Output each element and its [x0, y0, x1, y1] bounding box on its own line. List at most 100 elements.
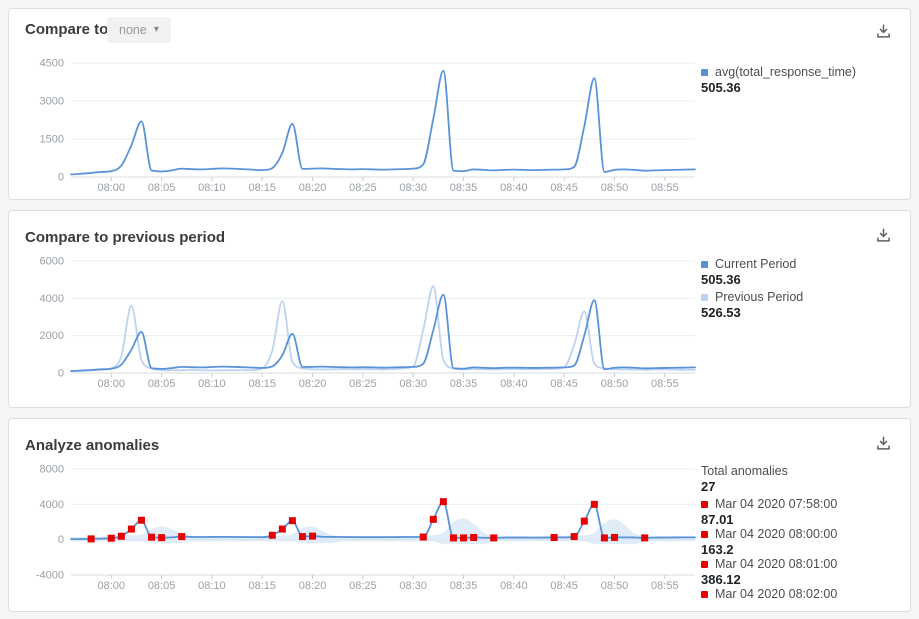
- svg-text:4000: 4000: [40, 293, 64, 305]
- series-value: 505.36: [701, 80, 741, 95]
- svg-text:08:25: 08:25: [349, 378, 377, 390]
- series-label: Current Period: [715, 257, 797, 271]
- series-label: Previous Period: [715, 290, 804, 304]
- anomaly-date: Mar 04 2020 08:02:00: [715, 587, 838, 601]
- anomaly-entry: Mar 04 2020 08:02:00: [701, 587, 906, 602]
- svg-text:08:05: 08:05: [148, 580, 176, 592]
- download-button[interactable]: [875, 227, 892, 247]
- svg-text:-4000: -4000: [36, 570, 64, 582]
- series-value: 505.36: [701, 272, 741, 287]
- anomaly-entry: Mar 04 2020 08:00:00 163.2: [701, 527, 906, 557]
- svg-text:08:10: 08:10: [198, 378, 226, 390]
- response-time-chart[interactable]: 0 1500 3000 4500 08:00 08:05 08:10 08:15 08:20 08…: [23, 53, 699, 199]
- anomaly-marker: [701, 561, 708, 568]
- series-marker: [701, 69, 708, 76]
- total-anomalies-summary: Total anomalies 27: [701, 463, 906, 495]
- compare-to-panel: Compare to none ▾ 0 1500 3000 4500 08:00 08:0…: [8, 8, 911, 200]
- panel-title: Compare to previous period: [25, 229, 226, 246]
- svg-text:3000: 3000: [40, 96, 64, 108]
- svg-text:08:15: 08:15: [248, 378, 276, 390]
- svg-text:08:15: 08:15: [248, 580, 276, 592]
- svg-text:0: 0: [58, 368, 64, 380]
- download-button[interactable]: [875, 23, 892, 43]
- dropdown-value: none: [119, 23, 147, 37]
- anomaly-marker: [701, 501, 708, 508]
- anomaly-date: Mar 04 2020 08:01:00: [715, 557, 838, 571]
- svg-text:08:25: 08:25: [349, 580, 377, 592]
- svg-text:08:40: 08:40: [500, 580, 528, 592]
- svg-text:08:55: 08:55: [651, 580, 679, 592]
- svg-text:08:50: 08:50: [601, 378, 629, 390]
- anomaly-value: 87.01: [701, 512, 734, 527]
- svg-text:0: 0: [58, 534, 64, 546]
- svg-text:08:15: 08:15: [248, 182, 276, 194]
- panel-title: Analyze anomalies: [25, 437, 160, 454]
- series-value: 526.53: [701, 305, 741, 320]
- svg-text:08:25: 08:25: [349, 182, 377, 194]
- series-marker: [701, 261, 708, 268]
- compare-previous-period-panel: Compare to previous period 0 2000 4000 6000…: [8, 210, 911, 408]
- svg-text:08:50: 08:50: [601, 182, 629, 194]
- svg-text:08:05: 08:05: [148, 182, 176, 194]
- legend-item-avg-response-time[interactable]: avg(total_response_time) 505.36: [701, 65, 906, 96]
- svg-text:08:45: 08:45: [550, 580, 578, 592]
- comparison-chart[interactable]: 0 2000 4000 6000 08:00 08:05 08:10 08:15 08:20 08…: [23, 251, 699, 401]
- svg-text:6000: 6000: [40, 256, 64, 268]
- svg-text:08:50: 08:50: [601, 580, 629, 592]
- svg-text:4000: 4000: [40, 499, 64, 511]
- total-anomalies-count: 27: [701, 479, 716, 494]
- svg-text:08:30: 08:30: [399, 580, 427, 592]
- total-anomalies-label: Total anomalies: [701, 464, 788, 478]
- legend-item-current-period[interactable]: Current Period 505.36: [701, 257, 906, 288]
- svg-text:0: 0: [58, 172, 64, 184]
- svg-text:08:20: 08:20: [299, 182, 327, 194]
- svg-text:08:35: 08:35: [450, 580, 478, 592]
- svg-text:08:30: 08:30: [399, 182, 427, 194]
- series-label: avg(total_response_time): [715, 65, 857, 79]
- chart-legend: Current Period 505.36 Previous Period 52…: [701, 257, 906, 323]
- panel-title: Compare to: [25, 21, 109, 38]
- svg-text:08:45: 08:45: [550, 182, 578, 194]
- chart-legend: avg(total_response_time) 505.36: [701, 65, 906, 98]
- analyze-anomalies-panel: Analyze anomalies -4000 0 4000 8000 08:00 08:…: [8, 418, 911, 612]
- anomaly-list[interactable]: Total anomalies 27 Mar 04 2020 07:58:00 …: [701, 463, 906, 607]
- anomaly-value: 386.12: [701, 572, 741, 587]
- download-button[interactable]: [875, 435, 892, 455]
- svg-text:08:20: 08:20: [299, 580, 327, 592]
- svg-text:08:05: 08:05: [148, 378, 176, 390]
- anomaly-date: Mar 04 2020 07:58:00: [715, 497, 838, 511]
- legend-item-previous-period[interactable]: Previous Period 526.53: [701, 290, 906, 321]
- svg-text:08:45: 08:45: [550, 378, 578, 390]
- series-marker: [701, 294, 708, 301]
- anomaly-value: 163.2: [701, 542, 734, 557]
- svg-text:08:55: 08:55: [651, 182, 679, 194]
- download-icon: [877, 436, 890, 450]
- chevron-down-icon: ▾: [153, 24, 159, 35]
- svg-text:08:00: 08:00: [97, 182, 125, 194]
- svg-text:08:00: 08:00: [97, 378, 125, 390]
- anomaly-entry: Mar 04 2020 08:01:00 386.12: [701, 557, 906, 587]
- anomaly-entry: Mar 04 2020 07:58:00 87.01: [701, 497, 906, 527]
- anomalies-chart[interactable]: -4000 0 4000 8000 08:00 08:05 08:10 08:15 08:20 0…: [23, 455, 699, 605]
- svg-text:2000: 2000: [40, 330, 64, 342]
- svg-text:08:35: 08:35: [450, 182, 478, 194]
- anomaly-marker: [701, 591, 708, 598]
- svg-text:08:35: 08:35: [450, 378, 478, 390]
- download-icon: [877, 228, 890, 242]
- svg-text:4500: 4500: [40, 58, 64, 70]
- svg-text:08:10: 08:10: [198, 580, 226, 592]
- svg-text:08:30: 08:30: [399, 378, 427, 390]
- svg-text:08:40: 08:40: [500, 378, 528, 390]
- svg-text:8000: 8000: [40, 464, 64, 476]
- anomaly-date: Mar 04 2020 08:00:00: [715, 527, 838, 541]
- svg-text:08:20: 08:20: [299, 378, 327, 390]
- compare-to-dropdown[interactable]: none ▾: [107, 17, 171, 43]
- svg-text:1500: 1500: [40, 134, 64, 146]
- svg-text:08:55: 08:55: [651, 378, 679, 390]
- svg-text:08:40: 08:40: [500, 182, 528, 194]
- svg-text:08:00: 08:00: [97, 580, 125, 592]
- anomaly-marker: [701, 531, 708, 538]
- download-icon: [877, 24, 890, 38]
- svg-text:08:10: 08:10: [198, 182, 226, 194]
